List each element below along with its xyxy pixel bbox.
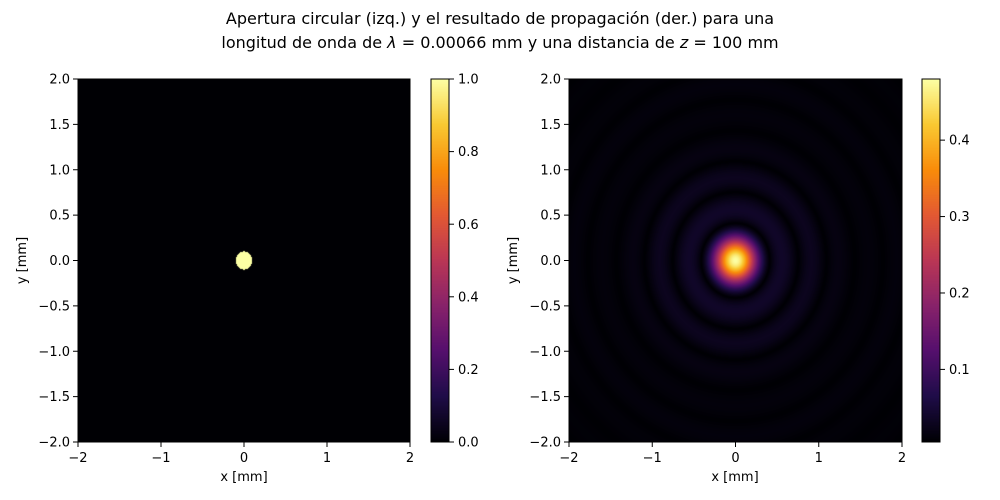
left-x-tick-label: −1 <box>151 451 170 466</box>
right-y-axis: −2.0 −1.5 −1.0 −0.5 0.0 0.5 1.0 1.5 2.0 <box>529 73 569 451</box>
right-x-axis-label: x [mm] <box>711 470 758 485</box>
aperture-heatmap <box>78 79 410 442</box>
right-colorbar-tick-label: 0.1 <box>949 363 970 378</box>
right-y-tick-label: 0.0 <box>540 254 561 269</box>
right-y-tick-label: −1.5 <box>529 390 561 405</box>
right-colorbar-tick-label: 0.4 <box>949 134 970 149</box>
right-panel: −2 −1 0 1 2 −2.0−1.5−1.0−0.50.00.51.01.52.0 … <box>506 73 970 485</box>
left-y-tick-label: 0.0 <box>49 254 70 269</box>
right-y-tick-label: 1.0 <box>540 163 561 178</box>
propagation-heatmap <box>569 79 902 442</box>
left-x-tick-label: −2 <box>68 451 87 466</box>
left-y-tick-label: −1.0 <box>38 345 70 360</box>
left-y-tick-label: 1.0 <box>49 163 70 178</box>
right-y-axis-label: y [mm] <box>506 237 521 284</box>
left-colorbar-ticks: 0.0 0.2 0.4 0.6 0.8 1.0 <box>449 73 479 451</box>
right-x-tick-label: −2 <box>559 451 578 466</box>
right-colorbar-frame <box>921 78 941 443</box>
left-colorbar-tick-label: 0.6 <box>458 218 479 233</box>
right-colorbar <box>922 79 940 442</box>
left-y-tick-label: −2.0 <box>38 436 70 451</box>
left-x-tick-label: 1 <box>323 451 331 466</box>
left-y-tick-label: 0.5 <box>49 209 70 224</box>
right-x-axis: −2 −1 0 1 2 <box>559 442 906 466</box>
right-x-tick-label: 0 <box>731 451 739 466</box>
left-panel: −2 −1 0 1 2 −2.0−1.5−1.0−0.50.00.51.01.52.0 … <box>15 73 479 485</box>
left-x-axis: −2 −1 0 1 2 <box>68 442 414 466</box>
left-y-axis-label: y [mm] <box>15 237 30 284</box>
right-y-tick-label: −1.0 <box>529 345 561 360</box>
right-y-tick-label: 1.5 <box>540 118 561 133</box>
left-y-tick-label: 1.5 <box>49 118 70 133</box>
figure-title-line-2: longitud de onda de λ = 0.00066 mm y una… <box>221 33 778 52</box>
figure-title-line-1: Apertura circular (izq.) y el resultado … <box>226 9 774 28</box>
left-y-tick-label: −0.5 <box>38 299 70 314</box>
right-y-tick-label: 0.5 <box>540 209 561 224</box>
left-colorbar-tick-label: 0.8 <box>458 145 479 160</box>
left-colorbar-tick-label: 0.4 <box>458 290 479 305</box>
left-colorbar-tick-label: 0.2 <box>458 363 479 378</box>
right-colorbar-tick-label: 0.2 <box>949 287 970 302</box>
left-x-axis-label: x [mm] <box>220 470 267 485</box>
left-colorbar-tick-label: 0.0 <box>458 436 479 451</box>
right-x-tick-label: −1 <box>643 451 662 466</box>
right-colorbar-ticks: 0.1 0.2 0.3 0.4 <box>940 134 970 378</box>
left-y-tick-label: −1.5 <box>38 390 70 405</box>
left-y-tick-label: 2.0 <box>49 73 70 88</box>
left-y-axis: −2.0 −1.5 −1.0 −0.5 0.0 0.5 1.0 1.5 2.0 <box>38 73 78 451</box>
right-y-tick-label: −2.0 <box>529 436 561 451</box>
left-colorbar <box>431 79 449 442</box>
left-colorbar-frame <box>430 78 450 443</box>
left-x-tick-label: 0 <box>240 451 248 466</box>
right-colorbar-tick-label: 0.3 <box>949 210 970 225</box>
left-x-tick-label: 2 <box>406 451 414 466</box>
left-colorbar-tick-label: 1.0 <box>458 73 479 88</box>
right-y-tick-label: 2.0 <box>540 73 561 88</box>
right-y-tick-label: −0.5 <box>529 299 561 314</box>
right-x-tick-label: 2 <box>898 451 906 466</box>
right-x-tick-label: 1 <box>815 451 823 466</box>
